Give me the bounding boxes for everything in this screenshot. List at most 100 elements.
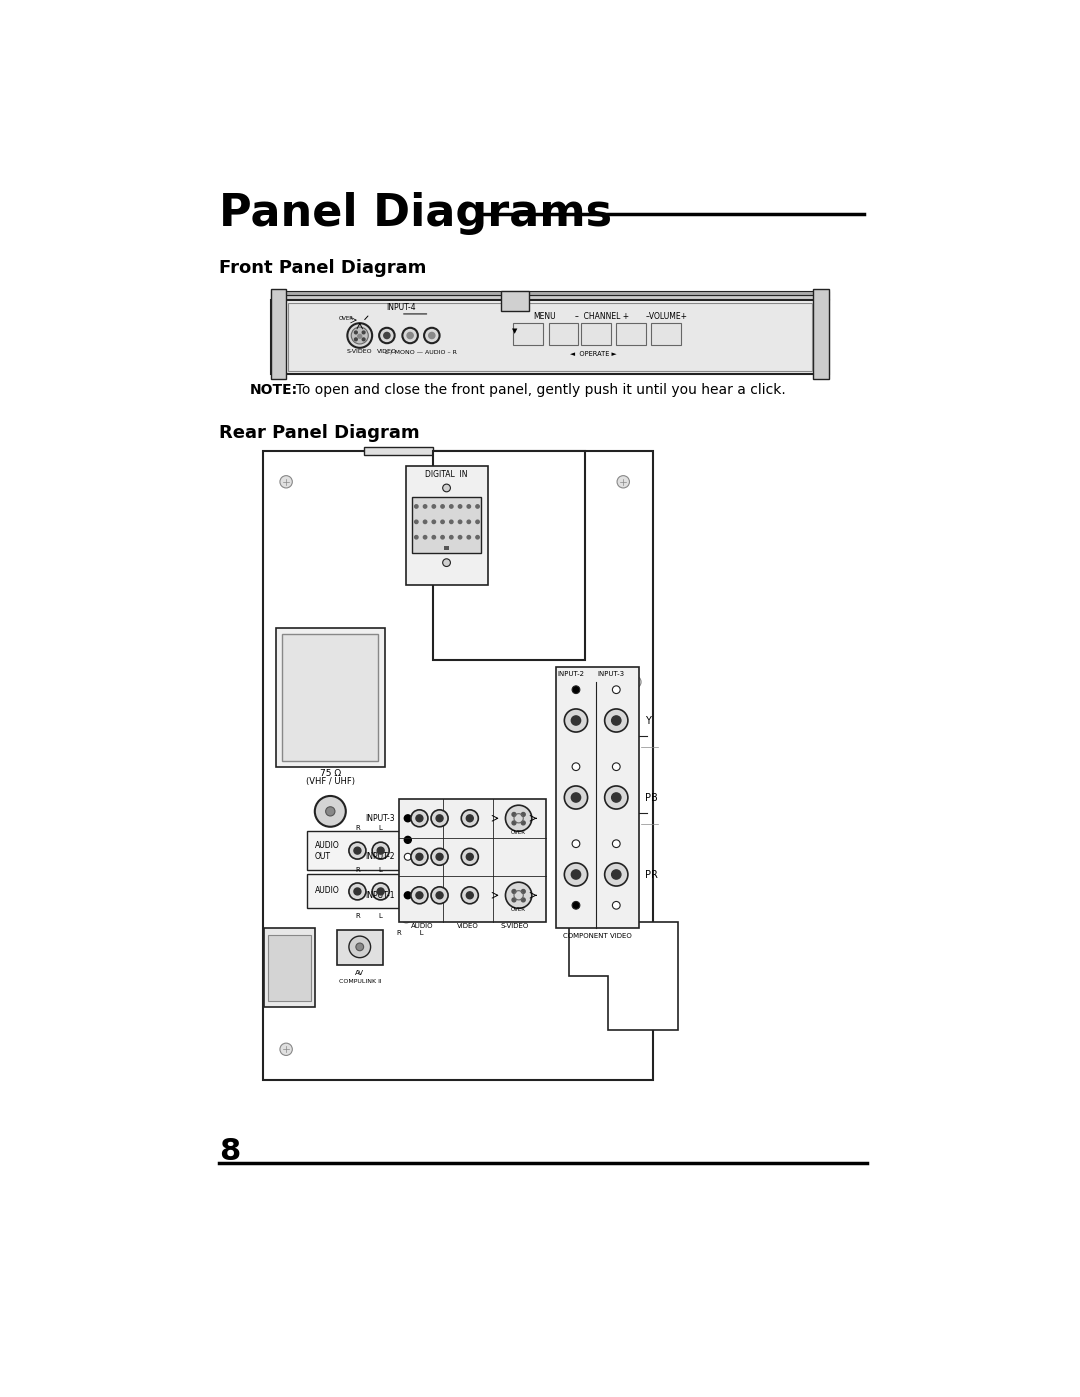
Text: INPUT-3: INPUT-3 — [365, 814, 394, 823]
Circle shape — [611, 793, 621, 802]
Circle shape — [565, 787, 588, 809]
Circle shape — [565, 863, 588, 886]
Circle shape — [431, 848, 448, 865]
Circle shape — [612, 686, 620, 693]
Circle shape — [404, 814, 411, 821]
Circle shape — [373, 842, 389, 859]
Text: Rear Panel Diagram: Rear Panel Diagram — [218, 425, 419, 443]
Circle shape — [429, 332, 435, 338]
Text: AV: AV — [355, 971, 364, 977]
Circle shape — [432, 504, 435, 509]
Text: OVER: OVER — [511, 830, 526, 834]
Circle shape — [416, 814, 423, 821]
Circle shape — [407, 332, 414, 338]
Bar — [399, 799, 545, 922]
Text: PB: PB — [645, 792, 658, 802]
Bar — [337, 930, 383, 964]
Circle shape — [432, 535, 435, 539]
Circle shape — [349, 842, 366, 859]
Circle shape — [443, 485, 450, 492]
Bar — [364, 447, 433, 455]
Bar — [271, 289, 286, 379]
Text: AUDIO: AUDIO — [410, 923, 433, 929]
Circle shape — [572, 901, 580, 909]
Circle shape — [362, 331, 365, 334]
Circle shape — [572, 686, 580, 693]
Circle shape — [404, 854, 411, 861]
Circle shape — [443, 559, 450, 567]
Circle shape — [461, 810, 478, 827]
Circle shape — [373, 883, 389, 900]
Text: INPUT-1: INPUT-1 — [365, 891, 394, 900]
Circle shape — [349, 936, 370, 958]
Circle shape — [362, 338, 365, 341]
Text: INPUT-2: INPUT-2 — [557, 671, 584, 676]
Text: INPUT-2: INPUT-2 — [365, 852, 394, 862]
Circle shape — [354, 847, 361, 854]
Text: OVER: OVER — [511, 907, 526, 912]
Text: 75 Ω: 75 Ω — [320, 768, 341, 778]
Text: Panel Diagrams: Panel Diagrams — [218, 193, 612, 235]
Text: R        L: R L — [396, 929, 423, 936]
Bar — [271, 291, 828, 295]
Text: COMPULINK Ⅱ: COMPULINK Ⅱ — [339, 979, 381, 983]
Circle shape — [611, 715, 621, 725]
Circle shape — [415, 535, 418, 539]
Circle shape — [612, 901, 620, 909]
Text: L: L — [379, 912, 382, 919]
Bar — [307, 873, 399, 908]
Circle shape — [436, 891, 443, 898]
Circle shape — [415, 504, 418, 509]
Circle shape — [354, 888, 361, 895]
Text: INPUT-4: INPUT-4 — [386, 303, 416, 312]
Text: AUDIO
OUT: AUDIO OUT — [314, 841, 339, 861]
Circle shape — [355, 888, 360, 894]
Circle shape — [565, 708, 588, 732]
Circle shape — [416, 854, 423, 861]
Circle shape — [605, 787, 627, 809]
Circle shape — [432, 520, 435, 524]
Circle shape — [512, 890, 516, 893]
Circle shape — [505, 882, 531, 908]
Circle shape — [571, 793, 581, 802]
Circle shape — [467, 535, 471, 539]
PathPatch shape — [569, 922, 677, 1030]
Circle shape — [431, 887, 448, 904]
Circle shape — [441, 520, 444, 524]
Circle shape — [314, 796, 346, 827]
Circle shape — [383, 332, 390, 338]
Bar — [433, 451, 584, 661]
Text: –VOLUME+: –VOLUME+ — [646, 312, 688, 320]
Bar — [651, 323, 680, 345]
Circle shape — [571, 715, 581, 725]
Circle shape — [467, 891, 473, 898]
Text: R: R — [355, 912, 360, 919]
Bar — [265, 929, 314, 1007]
Circle shape — [458, 520, 462, 524]
Text: DIGITAL  IN: DIGITAL IN — [426, 471, 468, 479]
Text: 8: 8 — [218, 1137, 240, 1166]
Circle shape — [461, 887, 478, 904]
Text: –  CHANNEL +: – CHANNEL + — [576, 312, 630, 320]
Bar — [617, 323, 646, 345]
Circle shape — [280, 1044, 293, 1056]
Circle shape — [354, 338, 357, 341]
Circle shape — [410, 887, 428, 904]
Text: R: R — [355, 868, 360, 873]
Circle shape — [423, 535, 427, 539]
Bar — [276, 629, 384, 767]
Text: OVER: OVER — [338, 316, 353, 321]
Circle shape — [449, 535, 453, 539]
Circle shape — [410, 810, 428, 827]
Circle shape — [404, 891, 411, 898]
Circle shape — [436, 814, 443, 821]
Circle shape — [522, 890, 525, 893]
Text: INPUT-3: INPUT-3 — [597, 671, 625, 676]
Circle shape — [605, 708, 627, 732]
Circle shape — [467, 520, 471, 524]
Circle shape — [377, 888, 384, 895]
Text: VIDEO: VIDEO — [377, 349, 396, 355]
Circle shape — [612, 763, 620, 771]
Circle shape — [571, 870, 581, 879]
Circle shape — [349, 883, 366, 900]
